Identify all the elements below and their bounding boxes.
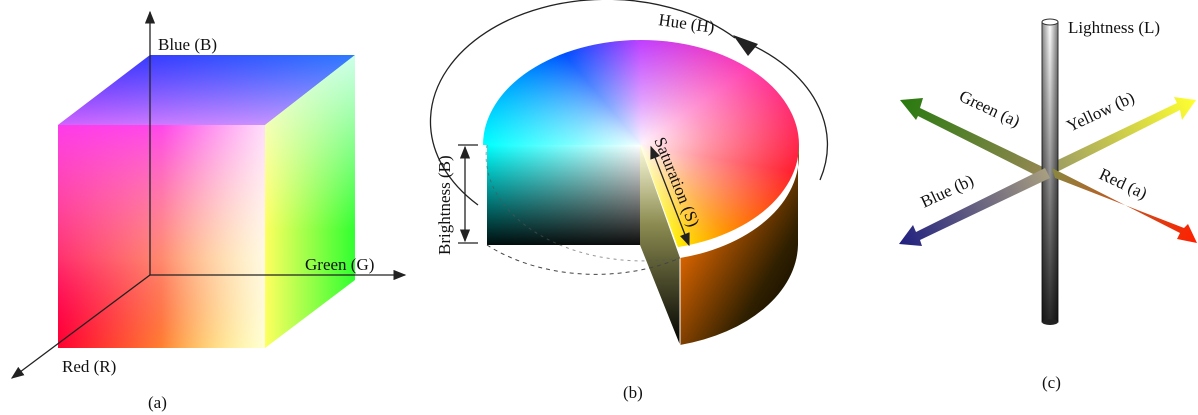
caption: (c) xyxy=(1042,373,1061,392)
lab-axes xyxy=(899,19,1197,325)
caption: (a) xyxy=(148,393,167,412)
axis-label: Red (a) xyxy=(1096,164,1150,203)
hsb-cylinder xyxy=(430,0,827,345)
caption: (b) xyxy=(623,383,643,402)
rgb-cube xyxy=(12,12,405,378)
axis-label: Green (G) xyxy=(305,255,374,274)
diagram: Blue (B) Green (G) Red (R) (a) Hue (H) S… xyxy=(0,0,1198,415)
axis-label: Blue (B) xyxy=(158,35,217,54)
axis-label: Green (a) xyxy=(956,86,1023,131)
axis-label: Hue (H) xyxy=(657,10,715,37)
axis-label: Brightness (B) xyxy=(435,155,454,255)
axis-label: Blue (b) xyxy=(918,171,977,212)
figure: Blue (B) Green (G) Red (R) (a) Hue (H) S… xyxy=(0,0,1198,415)
axis-label: Lightness (L) xyxy=(1068,18,1160,37)
axis-label: Red (R) xyxy=(62,357,116,376)
